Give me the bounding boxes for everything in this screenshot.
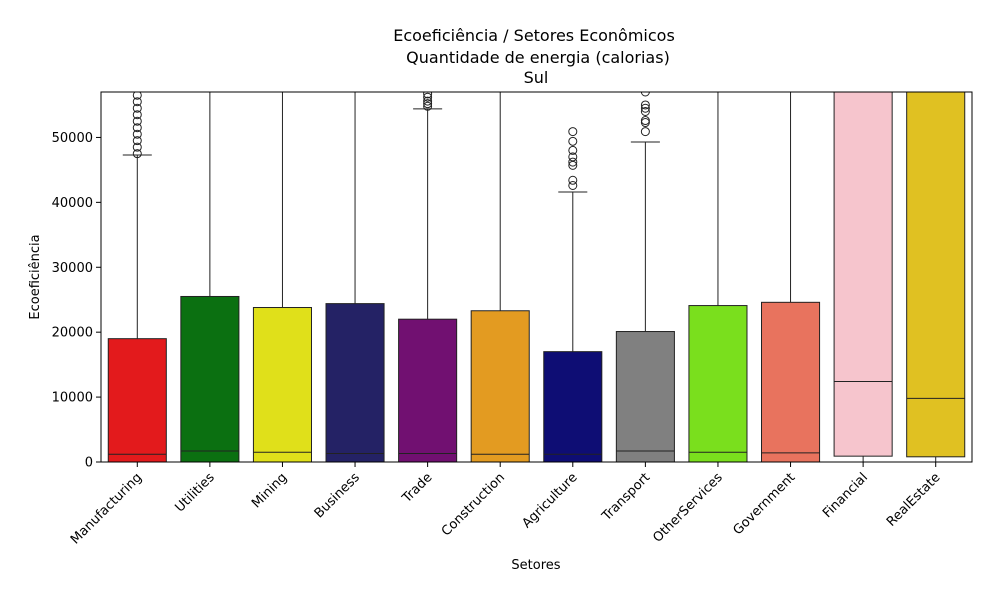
y-tick-label: 40000 bbox=[52, 196, 93, 211]
outlier-point bbox=[132, 123, 142, 133]
outlier-point bbox=[640, 100, 650, 110]
outlier-point bbox=[568, 136, 578, 146]
chart-title: Ecoeficiência / Setores Econômicos bbox=[393, 26, 675, 45]
outlier-point bbox=[640, 116, 650, 126]
chart-region: Sul bbox=[524, 68, 549, 87]
outlier-point bbox=[132, 129, 142, 139]
x-tick-label: Construction bbox=[439, 470, 508, 539]
outlier-point bbox=[423, 92, 433, 99]
outlier-point bbox=[568, 175, 578, 185]
x-axis: Manufacturing Utilities Mining Business Trad… bbox=[68, 462, 944, 547]
x-axis-label: Setores bbox=[511, 558, 560, 573]
y-tick-label: 50000 bbox=[52, 131, 93, 146]
outlier-point bbox=[640, 118, 650, 128]
outlier-point bbox=[568, 157, 578, 167]
x-tick-label: Agriculture bbox=[519, 470, 580, 531]
outlier-point bbox=[423, 101, 433, 111]
outlier-point bbox=[132, 103, 142, 113]
box-otherservices bbox=[688, 92, 748, 462]
y-axis: 0 10000 20000 30000 40000 50000 bbox=[52, 131, 101, 471]
plot-frame bbox=[100, 91, 973, 463]
box-body bbox=[615, 331, 675, 462]
box-mining bbox=[252, 92, 312, 462]
box-construction bbox=[470, 92, 530, 462]
y-tick-label: 30000 bbox=[52, 261, 93, 276]
box-body bbox=[252, 307, 312, 462]
outlier-point bbox=[640, 103, 650, 113]
box-body bbox=[833, 92, 893, 457]
outlier-point bbox=[132, 116, 142, 126]
outlier-point bbox=[640, 106, 650, 116]
outlier-point bbox=[423, 99, 433, 109]
box-agriculture bbox=[543, 127, 603, 462]
x-tick-label: Manufacturing bbox=[68, 470, 145, 547]
x-tick-label: Financial bbox=[820, 470, 871, 521]
outlier-point bbox=[423, 92, 433, 102]
x-tick-label: Mining bbox=[249, 470, 290, 511]
box-body bbox=[398, 318, 458, 462]
y-tick-label: 20000 bbox=[52, 326, 93, 341]
outlier-point bbox=[568, 152, 578, 162]
box-financial bbox=[833, 92, 893, 462]
x-tick-label: Utilities bbox=[172, 470, 217, 515]
y-tick-label: 0 bbox=[85, 456, 93, 471]
box-government bbox=[761, 92, 821, 462]
x-tick-label: Government bbox=[730, 470, 798, 538]
y-axis-label: Ecoeficiência bbox=[28, 234, 43, 319]
outlier-point bbox=[132, 97, 142, 107]
box-trade bbox=[398, 92, 458, 462]
box-manufacturing bbox=[107, 92, 167, 462]
box-realestate bbox=[906, 92, 966, 462]
box-utilities bbox=[180, 92, 240, 462]
chart-subtitle: Quantidade de energia (calorias) bbox=[406, 48, 670, 67]
box-body bbox=[470, 310, 530, 462]
y-tick-label: 10000 bbox=[52, 391, 93, 406]
box-body bbox=[325, 303, 385, 462]
x-tick-label: Trade bbox=[399, 470, 435, 506]
box-body bbox=[107, 338, 167, 462]
box-body bbox=[688, 305, 748, 462]
box-body bbox=[906, 92, 966, 458]
outlier-point bbox=[640, 127, 650, 137]
outlier-point bbox=[568, 180, 578, 190]
outlier-point bbox=[132, 149, 142, 159]
box-body bbox=[543, 351, 603, 462]
box-business bbox=[325, 92, 385, 462]
outlier-point bbox=[568, 127, 578, 137]
outlier-point bbox=[132, 92, 142, 100]
outlier-point bbox=[640, 92, 650, 97]
outlier-point bbox=[132, 142, 142, 152]
x-tick-label: RealEstate bbox=[884, 470, 944, 530]
x-tick-label: OtherServices bbox=[650, 470, 726, 546]
outlier-point bbox=[568, 145, 578, 155]
box-body bbox=[761, 301, 821, 462]
box-transport bbox=[615, 92, 675, 462]
outlier-point bbox=[132, 136, 142, 146]
outlier-point bbox=[423, 96, 433, 106]
outlier-point bbox=[132, 110, 142, 120]
box-body bbox=[180, 295, 240, 462]
boxes-layer bbox=[107, 92, 966, 462]
x-tick-label: Business bbox=[312, 470, 363, 521]
x-tick-label: Transport bbox=[599, 470, 653, 524]
